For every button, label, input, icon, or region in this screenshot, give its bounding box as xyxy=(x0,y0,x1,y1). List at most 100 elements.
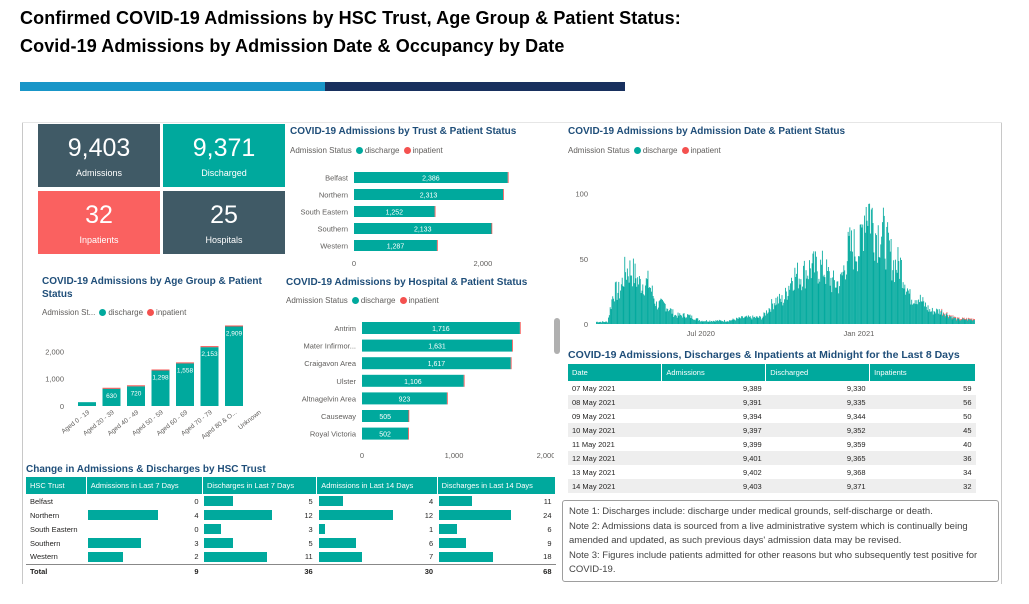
date-bar-discharge[interactable] xyxy=(893,260,895,324)
date-bar-discharge[interactable] xyxy=(663,302,665,324)
hospital-bar-inpatient[interactable] xyxy=(519,322,521,334)
date-bar-discharge[interactable] xyxy=(882,222,883,324)
date-bar-inpatient[interactable] xyxy=(962,318,964,320)
date-bar-discharge[interactable] xyxy=(660,298,662,324)
date-bar-discharge[interactable] xyxy=(932,314,934,324)
date-bar-discharge[interactable] xyxy=(936,308,938,324)
date-bar-discharge[interactable] xyxy=(900,257,901,324)
date-bar-discharge[interactable] xyxy=(844,270,846,324)
date-bar-discharge[interactable] xyxy=(697,318,699,324)
date-bar-discharge[interactable] xyxy=(735,320,737,324)
date-bar-discharge[interactable] xyxy=(608,315,610,324)
change-header-adm7[interactable]: Admissions in Last 7 Days xyxy=(86,477,203,494)
trust-bar-discharge[interactable] xyxy=(354,189,504,200)
date-bar-discharge[interactable] xyxy=(766,310,767,324)
date-bar-inpatient[interactable] xyxy=(958,317,960,319)
date-bar-discharge[interactable] xyxy=(700,321,702,324)
date-bar-discharge[interactable] xyxy=(715,320,717,324)
trust-bar-inpatient[interactable] xyxy=(507,172,509,183)
date-bar-inpatient[interactable] xyxy=(950,315,952,317)
date-bar-inpatient[interactable] xyxy=(955,316,956,318)
hospital-bar-inpatient[interactable] xyxy=(408,410,410,422)
date-bar-discharge[interactable] xyxy=(678,315,680,324)
date-bar-discharge[interactable] xyxy=(741,316,743,324)
date-bar-discharge[interactable] xyxy=(852,269,854,324)
date-bar-discharge[interactable] xyxy=(632,258,634,324)
date-bar-discharge[interactable] xyxy=(769,309,771,324)
date-bar-discharge[interactable] xyxy=(876,262,878,324)
date-bar-inpatient[interactable] xyxy=(964,318,966,320)
age-bar-discharge[interactable] xyxy=(127,386,145,406)
discharged-card[interactable]: 9,371 Discharged xyxy=(163,124,285,187)
date-bar-discharge[interactable] xyxy=(821,250,823,324)
date-bar-discharge[interactable] xyxy=(789,289,791,324)
date-bar-discharge[interactable] xyxy=(596,321,597,324)
date-bar-discharge[interactable] xyxy=(962,319,964,324)
date-bar-discharge[interactable] xyxy=(945,314,947,324)
date-bar-discharge[interactable] xyxy=(689,314,691,324)
date-bar-discharge[interactable] xyxy=(636,286,638,324)
date-bar-discharge[interactable] xyxy=(881,236,883,324)
date-bar-discharge[interactable] xyxy=(820,259,822,324)
date-bar-discharge[interactable] xyxy=(643,294,645,324)
trust-bar-chart[interactable]: Belfast 2,386 Northern 2,313 South Eastern 1,… xyxy=(286,166,540,270)
hospital-bar-discharge[interactable] xyxy=(362,374,464,387)
date-bar-discharge[interactable] xyxy=(727,321,729,324)
age-bar-inpatient[interactable] xyxy=(151,369,170,371)
date-bar-discharge[interactable] xyxy=(730,320,731,324)
date-bar-discharge[interactable] xyxy=(883,215,885,324)
change-header-dis14[interactable]: Discharges in Last 14 Days xyxy=(437,477,557,494)
date-bar-discharge[interactable] xyxy=(939,314,941,324)
date-bar-inpatient[interactable] xyxy=(956,317,958,319)
date-bar-discharge[interactable] xyxy=(796,273,798,324)
daily-table-row[interactable]: 10 May 2021 9,397 9,352 45 xyxy=(568,423,976,437)
age-bar-inpatient[interactable] xyxy=(200,346,219,348)
date-bar-discharge[interactable] xyxy=(905,294,907,324)
admission-date-bar-chart[interactable]: 0 50 100 Jul 2020 Jan 2021 xyxy=(562,172,982,344)
date-bar-discharge[interactable] xyxy=(823,274,825,324)
date-bar-discharge[interactable] xyxy=(950,316,952,324)
date-bar-discharge[interactable] xyxy=(688,315,690,324)
date-bar-discharge[interactable] xyxy=(967,318,969,324)
date-bar-discharge[interactable] xyxy=(792,290,794,324)
date-bar-discharge[interactable] xyxy=(938,309,940,324)
date-bar-discharge[interactable] xyxy=(667,308,669,324)
date-bar-inpatient[interactable] xyxy=(944,316,946,318)
date-bar-discharge[interactable] xyxy=(685,318,687,324)
date-bar-discharge[interactable] xyxy=(720,320,722,324)
date-bar-discharge[interactable] xyxy=(944,317,946,324)
date-bar-discharge[interactable] xyxy=(804,288,806,324)
date-bar-discharge[interactable] xyxy=(663,301,664,324)
date-bar-discharge[interactable] xyxy=(781,295,783,324)
date-bar-discharge[interactable] xyxy=(599,321,601,324)
date-bar-inpatient[interactable] xyxy=(946,312,948,314)
date-bar-discharge[interactable] xyxy=(672,309,674,324)
date-bar-discharge[interactable] xyxy=(656,309,658,324)
date-bar-discharge[interactable] xyxy=(860,224,862,324)
date-bar-discharge[interactable] xyxy=(918,299,920,324)
date-bar-discharge[interactable] xyxy=(645,278,647,324)
date-bar-discharge[interactable] xyxy=(942,315,944,324)
age-bar-inpatient[interactable] xyxy=(102,387,121,389)
date-bar-discharge[interactable] xyxy=(623,286,625,324)
date-bar-discharge[interactable] xyxy=(833,280,835,324)
date-bar-discharge[interactable] xyxy=(960,320,962,324)
date-bar-discharge[interactable] xyxy=(737,318,739,324)
legend-discharge[interactable]: discharge xyxy=(642,146,678,155)
date-bar-discharge[interactable] xyxy=(828,271,830,324)
date-bar-discharge[interactable] xyxy=(825,283,827,324)
date-bar-discharge[interactable] xyxy=(845,274,847,324)
date-bar-discharge[interactable] xyxy=(726,321,728,324)
date-bar-discharge[interactable] xyxy=(655,306,657,324)
date-bar-discharge[interactable] xyxy=(637,277,639,324)
date-bar-discharge[interactable] xyxy=(791,277,792,324)
date-bar-discharge[interactable] xyxy=(625,272,627,324)
date-bar-discharge[interactable] xyxy=(839,286,840,324)
date-bar-discharge[interactable] xyxy=(920,301,922,324)
date-bar-discharge[interactable] xyxy=(630,275,632,324)
date-bar-discharge[interactable] xyxy=(837,281,839,324)
date-bar-discharge[interactable] xyxy=(763,312,765,324)
date-bar-discharge[interactable] xyxy=(773,303,775,324)
date-bar-discharge[interactable] xyxy=(947,316,949,324)
date-bar-discharge[interactable] xyxy=(869,203,871,324)
